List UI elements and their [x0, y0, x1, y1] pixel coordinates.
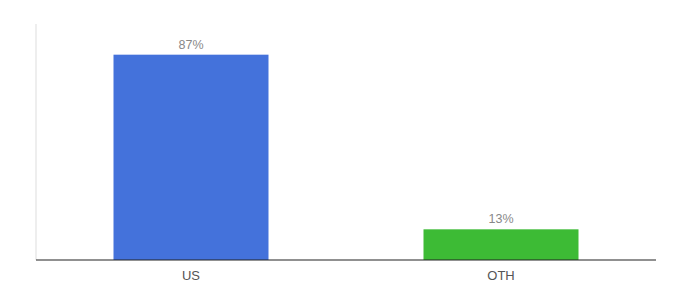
- bar: [114, 55, 269, 260]
- bars: [114, 55, 579, 260]
- chart-container: US OTH 87% 13%: [0, 0, 680, 300]
- x-tick-label: US: [182, 268, 200, 283]
- x-tick-label: OTH: [487, 268, 514, 283]
- data-label: 87%: [178, 38, 203, 52]
- bar: [424, 229, 579, 260]
- chart: US OTH 87% 13%: [0, 0, 680, 300]
- data-label: 13%: [488, 212, 513, 226]
- y-range-line: [36, 24, 37, 260]
- x-axis-line: [36, 259, 656, 260]
